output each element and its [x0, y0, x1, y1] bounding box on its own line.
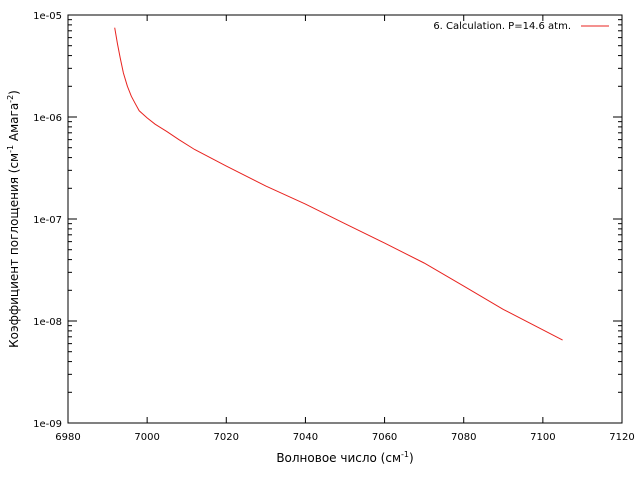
x-tick-label: 7020 [214, 432, 239, 443]
x-tick-label: 7000 [134, 432, 159, 443]
x-tick-label: 7120 [609, 432, 634, 443]
x-axis-title: Волновое число (см-1) [276, 450, 413, 465]
x-tick-label: 7100 [530, 432, 555, 443]
legend-label: 6. Calculation. P=14.6 atm. [433, 21, 571, 32]
series-line [114, 27, 563, 341]
y-tick-label: 1e-09 [33, 419, 62, 430]
y-tick-label: 1e-07 [33, 215, 62, 226]
y-tick-label: 1e-06 [33, 113, 62, 124]
plot-frame [67, 14, 623, 424]
y-tick-label: 1e-05 [33, 11, 62, 22]
y-axis-title: Коэффициент поглощения (см-1 Амага-2) [6, 90, 21, 348]
x-axis-ticks: 6980 7000 7020 7040 7060 7080 7100 7120 [55, 15, 635, 443]
y-tick-label: 1e-08 [33, 317, 62, 328]
x-tick-label: 7060 [372, 432, 397, 443]
x-tick-label: 7040 [293, 432, 318, 443]
legend: 6. Calculation. P=14.6 atm. [433, 21, 609, 32]
x-tick-label: 6980 [55, 432, 80, 443]
series-layer [114, 27, 563, 341]
x-tick-label: 7080 [451, 432, 476, 443]
y-axis-ticks: 1e-09 1e-08 1e-07 1e-06 1e-05 [33, 11, 622, 430]
